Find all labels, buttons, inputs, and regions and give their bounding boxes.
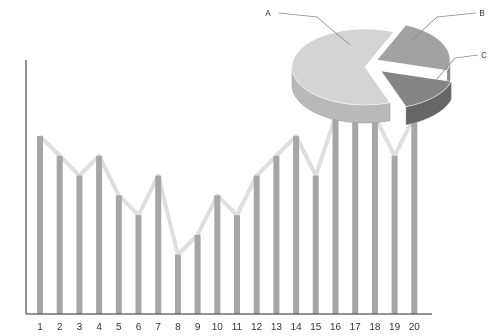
- bar-12: [253, 175, 260, 314]
- x-tick-label: 1: [37, 322, 43, 333]
- x-tick-label: 13: [271, 322, 283, 333]
- pie-chart: [291, 24, 452, 126]
- bar-15: [312, 175, 319, 314]
- bar-6: [135, 215, 142, 314]
- pie-slice-B: [376, 24, 451, 71]
- bar-17: [352, 116, 359, 314]
- bar-8: [174, 254, 181, 314]
- bar-19: [391, 155, 398, 314]
- bar-9: [194, 234, 201, 314]
- x-tick-label: 8: [175, 322, 181, 333]
- bar-14: [293, 136, 300, 314]
- pie-label-A: A: [265, 9, 271, 18]
- callout-line-A: [278, 12, 351, 46]
- bar-4: [96, 155, 103, 314]
- x-tick-label: 16: [330, 322, 342, 333]
- bar-13: [273, 155, 280, 314]
- x-tick-label: 17: [350, 322, 362, 333]
- callout-line-C: [435, 54, 479, 81]
- x-tick-label: 6: [136, 322, 142, 333]
- x-tick-label: 10: [212, 322, 224, 333]
- x-tick-label: 9: [195, 322, 201, 333]
- bar-11: [234, 215, 240, 314]
- x-tick-labels: 1 2 3 4 5 6 7 8 9 10 11 12 13 14 15 16 17 18 19 20: [37, 322, 420, 333]
- bar-18: [371, 116, 378, 314]
- bar-3: [76, 175, 83, 314]
- x-tick-label: 12: [251, 322, 263, 333]
- callout-line-B: [411, 12, 477, 41]
- x-tick-label: 3: [77, 322, 83, 333]
- x-tick-label: 11: [232, 322, 243, 333]
- pie-slice-C: [380, 70, 452, 108]
- pie-label-C: C: [481, 51, 487, 60]
- bar-16: [332, 116, 339, 314]
- x-tick-label: 15: [310, 322, 322, 333]
- bar-7: [155, 175, 162, 314]
- x-tick-label: 19: [389, 322, 401, 333]
- x-tick-label: 14: [291, 322, 303, 333]
- x-tick-label: 4: [96, 322, 102, 333]
- x-tick-label: 7: [155, 322, 161, 333]
- x-tick-label: 18: [369, 322, 381, 333]
- bar-1: [37, 136, 43, 314]
- pie-label-B: B: [479, 9, 484, 18]
- x-tick-label: 2: [57, 322, 63, 333]
- x-tick-label: 20: [409, 322, 421, 333]
- pie-slice-A: [291, 28, 395, 106]
- bar-10: [214, 195, 221, 314]
- pie-callouts: A B C: [265, 9, 487, 81]
- bar-2: [56, 155, 63, 314]
- bar-series: [37, 114, 418, 314]
- bar-20: [411, 116, 418, 314]
- x-tick-label: 5: [116, 322, 122, 333]
- bar-5: [115, 195, 122, 314]
